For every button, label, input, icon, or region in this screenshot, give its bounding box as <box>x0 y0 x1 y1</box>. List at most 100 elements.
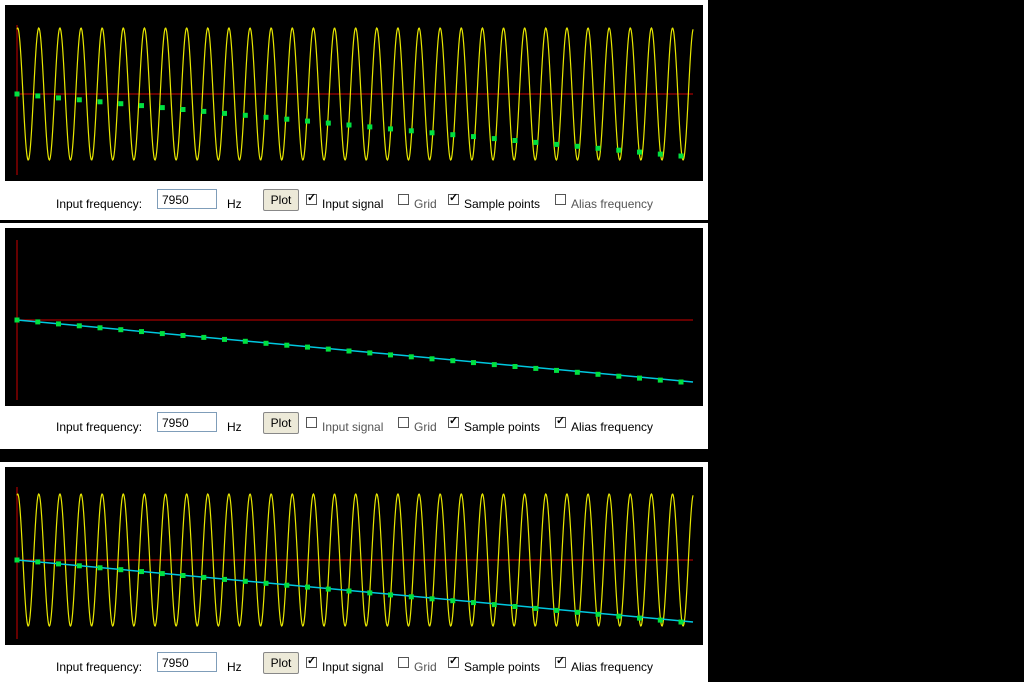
sample-point <box>388 592 393 598</box>
sample-point <box>263 580 269 586</box>
sample-point <box>491 602 497 608</box>
sample-point <box>35 559 41 565</box>
input-signal-waveform <box>16 27 694 162</box>
sample-point <box>533 365 539 371</box>
sample-point <box>305 344 310 350</box>
sample-point <box>616 373 622 379</box>
controls-row-3: Input frequency: 7950 Hz Plot Input sign… <box>0 652 708 680</box>
input-signal-checkbox[interactable] <box>306 417 317 428</box>
sample-point <box>284 582 290 588</box>
sample-point <box>76 97 82 103</box>
sample-point <box>118 101 124 107</box>
sample-point <box>574 143 580 149</box>
grid-checkbox[interactable] <box>398 194 409 205</box>
input-signal-label[interactable]: Input signal <box>322 420 384 434</box>
plot-canvas-3 <box>14 487 694 639</box>
sample-point <box>263 114 269 120</box>
sampling-panel-2: Input frequency: 7950 Hz Plot Input sign… <box>0 223 708 449</box>
sample-points-label[interactable]: Sample points <box>464 660 541 674</box>
sample-point <box>242 578 248 584</box>
sample-point <box>139 103 144 109</box>
sampling-panel-1: Input frequency: 7950 Hz Plot Input sign… <box>0 0 708 220</box>
alias-frequency-label[interactable]: Alias frequency <box>571 660 654 674</box>
sample-point <box>222 110 227 116</box>
sample-point <box>388 126 393 132</box>
grid-checkbox[interactable] <box>398 657 409 668</box>
sample-point <box>657 617 663 623</box>
sample-points-checkbox[interactable] <box>448 414 459 428</box>
sample-point <box>637 375 642 381</box>
grid-checkbox[interactable] <box>398 417 409 428</box>
sample-point <box>367 350 373 356</box>
frequency-input[interactable]: 7950 <box>157 652 217 672</box>
input-signal-label[interactable]: Input signal <box>322 197 384 211</box>
sample-point <box>305 584 310 590</box>
sample-points-label[interactable]: Sample points <box>464 420 541 434</box>
sample-points-checkbox[interactable] <box>448 654 459 668</box>
sample-point <box>512 604 518 609</box>
sample-point <box>346 588 352 594</box>
plot-canvas-2 <box>14 240 694 400</box>
sample-point <box>491 362 497 368</box>
sample-point <box>201 334 207 340</box>
alias-frequency-checkbox[interactable] <box>555 414 566 428</box>
sample-point <box>76 323 82 329</box>
sample-point <box>76 563 82 569</box>
alias-frequency-line <box>16 319 694 383</box>
sample-points-label[interactable]: Sample points <box>464 197 541 211</box>
sample-point <box>222 336 227 342</box>
input-signal-checkbox[interactable] <box>306 654 317 668</box>
sample-point <box>408 354 414 360</box>
alias-frequency-checkbox[interactable] <box>555 194 566 205</box>
unit-label: Hz <box>227 660 242 674</box>
input-signal-waveform <box>16 493 694 628</box>
sample-point <box>574 369 580 375</box>
sample-point <box>325 346 331 352</box>
frequency-input[interactable]: 7950 <box>157 412 217 432</box>
sample-point <box>595 611 601 617</box>
plot-button[interactable]: Plot <box>263 189 299 211</box>
sample-point <box>367 124 373 130</box>
sample-point <box>429 596 435 602</box>
sample-point <box>533 139 539 145</box>
sample-point <box>56 95 61 101</box>
plot-area-2 <box>5 228 703 406</box>
grid-label[interactable]: Grid <box>414 660 437 674</box>
grid-label[interactable]: Grid <box>414 420 437 434</box>
alias-frequency-label[interactable]: Alias frequency <box>571 197 654 211</box>
sample-point <box>471 134 476 140</box>
sample-point <box>657 377 663 383</box>
controls-row-1: Input frequency: 7950 Hz Plot Input sign… <box>0 189 708 217</box>
sample-point <box>616 613 622 619</box>
input-signal-label[interactable]: Input signal <box>322 660 384 674</box>
sample-point <box>14 91 20 97</box>
input-signal-checkbox[interactable] <box>306 191 317 205</box>
sample-point <box>284 342 290 348</box>
alias-frequency-checkbox[interactable] <box>555 654 566 668</box>
sample-point <box>450 358 456 364</box>
sample-point <box>201 108 207 114</box>
sample-point <box>491 136 497 142</box>
sample-point <box>325 586 331 592</box>
sample-point <box>678 153 684 159</box>
sample-point <box>97 325 103 331</box>
sample-point <box>118 327 124 333</box>
frequency-input[interactable]: 7950 <box>157 189 217 209</box>
plot-button[interactable]: Plot <box>263 412 299 434</box>
sample-point <box>471 360 476 366</box>
sample-point <box>512 364 518 369</box>
sample-point <box>678 379 684 385</box>
alias-frequency-label[interactable]: Alias frequency <box>571 420 654 434</box>
controls-row-2: Input frequency: 7950 Hz Plot Input sign… <box>0 412 708 440</box>
sample-point <box>263 340 269 346</box>
sample-point <box>139 329 144 335</box>
sample-point <box>97 99 103 105</box>
sample-point <box>242 338 248 344</box>
plot-button[interactable]: Plot <box>263 652 299 674</box>
sample-points-checkbox[interactable] <box>448 191 459 205</box>
sample-point <box>533 605 539 611</box>
sample-point <box>574 609 580 615</box>
grid-label[interactable]: Grid <box>414 197 437 211</box>
input-frequency-label: Input frequency: <box>56 420 143 434</box>
sample-point <box>139 569 144 575</box>
